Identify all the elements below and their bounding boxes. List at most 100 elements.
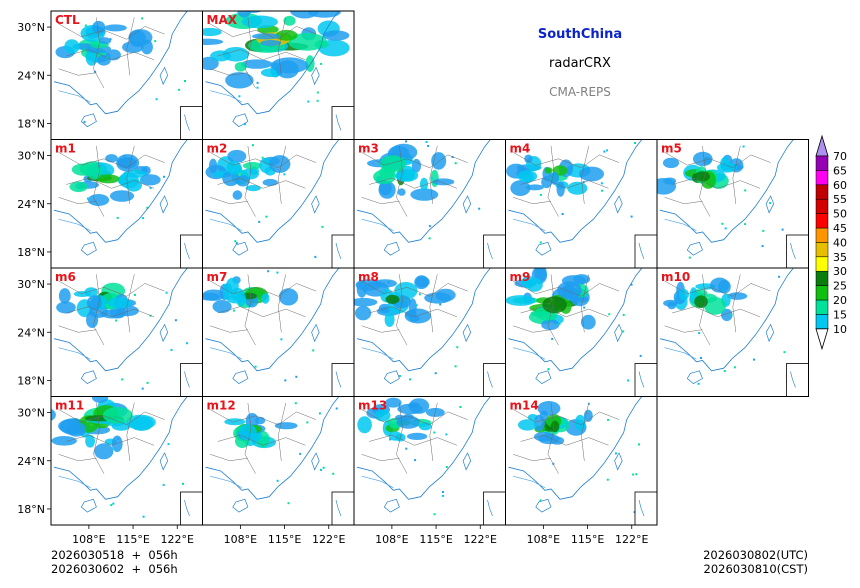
echo-speck <box>232 309 235 312</box>
province-border <box>547 402 559 474</box>
hainan-island <box>232 241 249 256</box>
province-border <box>512 280 620 297</box>
colorbar-swatch <box>815 242 829 258</box>
echo-speck <box>117 437 120 440</box>
panel-grid: CTL MAX m1 m2 m3 m4 m5 m6 m7 m8 m9 m10 m11 m12 m13 m14 <box>50 10 809 526</box>
scs-inset <box>786 234 809 269</box>
echo-cell <box>109 190 135 202</box>
region-title: SouthChina <box>537 27 623 42</box>
echo-speck <box>733 366 736 369</box>
province-border <box>58 454 97 462</box>
lon-tick-label: 115°E <box>268 533 301 546</box>
province-border <box>664 280 771 297</box>
hainan-island <box>535 370 552 385</box>
echo-speck <box>321 225 324 228</box>
river <box>513 218 546 231</box>
echo-speck <box>428 237 431 240</box>
echo-speck <box>742 145 745 148</box>
echo-speck <box>234 240 237 243</box>
panel-label: m1 <box>55 142 76 156</box>
echo-speck <box>600 182 603 185</box>
colorbar-tick-label: 10 <box>833 323 847 336</box>
echo-speck <box>111 407 114 410</box>
echo-speck <box>688 256 691 259</box>
echo-cell <box>122 41 144 53</box>
echo-speck <box>276 479 279 482</box>
lat-tick-label: 30°N <box>17 150 45 163</box>
panel-label: m6 <box>55 270 76 284</box>
inset-coastline <box>335 242 342 260</box>
echo-cell <box>694 295 708 309</box>
province-border <box>429 145 438 204</box>
echo-speck <box>539 241 542 244</box>
echo-cell <box>505 295 536 306</box>
echo-speck <box>142 515 145 518</box>
echo-cell <box>580 314 596 330</box>
echo-cell <box>66 422 87 437</box>
init-time-cst: 2026030602 + 056h <box>51 562 178 576</box>
echo-speck <box>425 141 428 143</box>
echo-speck <box>387 281 390 284</box>
echo-speck <box>445 433 448 436</box>
echo-speck <box>558 323 561 325</box>
echo-cell <box>356 280 367 298</box>
echo-cell <box>525 184 544 191</box>
echo-speck <box>761 245 764 247</box>
province-border <box>244 402 256 474</box>
province-border <box>93 17 105 89</box>
hainan-island <box>80 113 97 128</box>
hainan-island <box>232 498 249 513</box>
echo-cell <box>271 57 309 74</box>
echo-cell <box>556 181 565 197</box>
echo-speck <box>155 98 158 101</box>
echo-speck <box>547 368 550 370</box>
panel-frame <box>505 396 658 526</box>
hainan-island <box>80 241 97 256</box>
echo-speck <box>478 207 481 210</box>
scs-inset <box>483 234 506 269</box>
scs-inset <box>331 106 355 140</box>
taiwan-island <box>159 66 169 86</box>
lon-tick-label: 115°E <box>571 533 604 546</box>
echo-speck <box>256 81 259 84</box>
colorbar-swatch <box>815 155 829 171</box>
echo-speck <box>601 189 604 192</box>
echo-speck <box>389 193 392 196</box>
echo-cell <box>727 292 748 300</box>
echo-cell <box>418 422 432 431</box>
echo-cell <box>56 301 76 314</box>
panel-label: m4 <box>510 142 531 156</box>
taiwan-island <box>765 195 775 214</box>
river <box>361 218 394 231</box>
echo-cell <box>245 185 261 192</box>
hainan-island <box>686 241 703 256</box>
echo-cell <box>533 414 545 432</box>
echo-speck <box>428 225 431 228</box>
echo-cell <box>373 279 397 288</box>
variable-title: radarCRX <box>549 56 611 71</box>
province-border <box>512 152 620 169</box>
province-border <box>664 325 703 333</box>
echo-cell <box>411 158 422 173</box>
echo-cell <box>51 436 77 446</box>
echo-speck <box>167 443 170 446</box>
echo-speck <box>615 452 617 455</box>
panel-m8: m8 <box>353 267 506 397</box>
echo-cell <box>524 154 533 164</box>
river <box>664 347 697 360</box>
echo-speck <box>243 16 246 19</box>
colorbar-swatch <box>815 256 829 272</box>
echo-speck <box>627 379 630 382</box>
taiwan-island <box>462 195 472 214</box>
panel-m9: m9 <box>505 267 658 397</box>
echo-speck <box>318 412 321 415</box>
echo-speck <box>781 228 784 231</box>
province-border <box>547 145 559 217</box>
echo-speck <box>414 459 417 462</box>
echo-cell <box>234 62 247 72</box>
echo-cell <box>537 401 561 416</box>
scs-inset <box>483 363 506 397</box>
province-border <box>278 145 287 204</box>
lat-tick-label: 30°N <box>17 407 45 420</box>
